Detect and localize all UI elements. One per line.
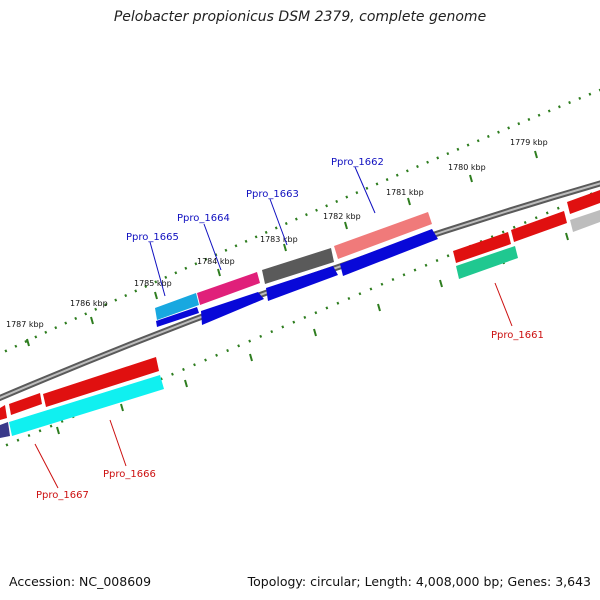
scale-label: 1783 kbp: [260, 235, 298, 244]
gene-arrow[interactable]: [155, 293, 199, 320]
outer-scale-ring: [0, 88, 600, 356]
gene-arrow[interactable]: [511, 211, 567, 242]
genome-backbone: [0, 180, 600, 402]
gene-label-ppro-1663[interactable]: Ppro_1663: [246, 189, 299, 200]
scale-label: 1786 kbp: [70, 299, 108, 308]
scale-label: 1780 kbp: [448, 163, 486, 172]
scale-label: 1785 kbp: [134, 279, 172, 288]
genome-summary-text: Topology: circular; Length: 4,008,000 bp…: [247, 574, 591, 589]
gene-arrow[interactable]: [197, 272, 260, 305]
gene-arrow[interactable]: [456, 246, 518, 279]
scale-label: 1782 kbp: [323, 212, 361, 221]
reverse-track: [0, 190, 600, 438]
gene-label-ppro-1665[interactable]: Ppro_1665: [126, 232, 179, 243]
gene-arrow[interactable]: [262, 248, 334, 284]
gene-arrow[interactable]: [0, 405, 7, 420]
gene-arrow[interactable]: [570, 210, 600, 232]
gene-arrow[interactable]: [567, 190, 600, 214]
gene-arrow[interactable]: [266, 266, 338, 301]
forward-track: [155, 212, 438, 327]
gene-arrow[interactable]: [334, 212, 432, 259]
gene-label-ppro-1667[interactable]: Ppro_1667: [36, 490, 89, 501]
gene-label-ppro-1666[interactable]: Ppro_1666: [103, 469, 156, 480]
gene-arrow[interactable]: [201, 292, 264, 325]
gene-arrow[interactable]: [9, 393, 42, 415]
outer-major-ticks: [26, 150, 538, 347]
gene-arrow[interactable]: [9, 375, 164, 436]
gene-arrow[interactable]: [43, 357, 159, 407]
map-title: Pelobacter propionicus DSM 2379, complet…: [113, 9, 487, 25]
scale-label: 1787 kbp: [6, 320, 44, 329]
gene-label-ppro-1662[interactable]: Ppro_1662: [331, 157, 384, 168]
scale-label: 1781 kbp: [386, 188, 424, 197]
gene-label-ppro-1661[interactable]: Ppro_1661: [491, 330, 544, 341]
gene-arrow[interactable]: [453, 232, 511, 263]
scale-label: 1779 kbp: [510, 138, 548, 147]
gene-label-ppro-1664[interactable]: Ppro_1664: [177, 213, 230, 224]
accession-text: Accession: NC_008609: [9, 574, 152, 589]
gene-arrow[interactable]: [340, 229, 438, 276]
leader-lines: [34, 166, 513, 489]
gene-arrow[interactable]: [156, 307, 199, 327]
scale-label: 1784 kbp: [197, 257, 235, 266]
gene-arrow[interactable]: [0, 422, 10, 438]
